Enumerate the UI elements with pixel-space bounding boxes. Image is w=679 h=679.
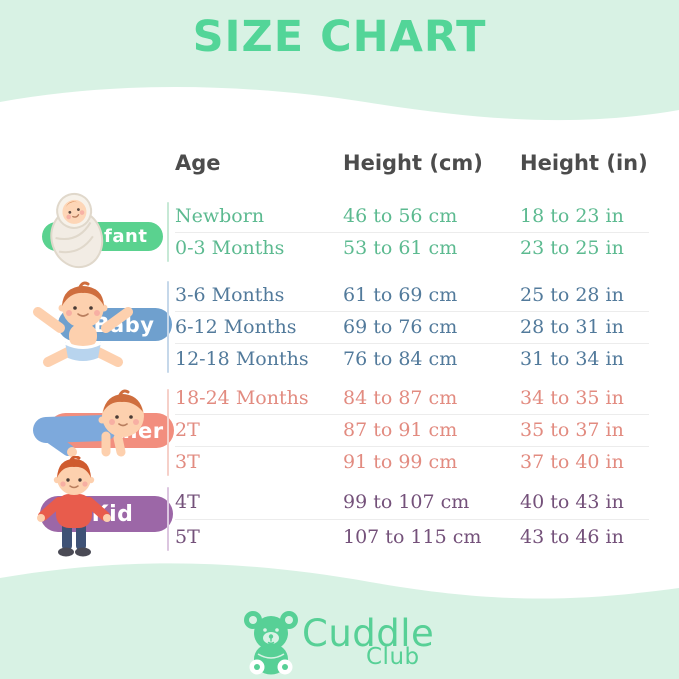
table-row-0-3-months: 0-3 Months 53 to 61 cm 23 to 25 in xyxy=(175,232,649,264)
cell-height-in: 23 to 25 in xyxy=(520,237,624,259)
table-row-3t: 3T 91 to 99 cm 37 to 40 in xyxy=(175,446,649,478)
cell-age: 6-12 Months xyxy=(175,316,297,338)
crawling-toddler-illustration xyxy=(33,389,144,457)
cell-height-cm: 84 to 87 cm xyxy=(343,387,458,409)
cell-height-in: 18 to 23 in xyxy=(520,205,624,227)
cell-height-in: 31 to 34 in xyxy=(520,348,624,370)
cell-height-in: 28 to 31 in xyxy=(520,316,624,338)
cell-age: 18-24 Months xyxy=(175,387,309,409)
cell-height-cm: 53 to 61 cm xyxy=(343,237,458,259)
infant-section-divider xyxy=(167,202,169,262)
table-row-newborn: Newborn 46 to 56 cm 18 to 23 in xyxy=(175,200,649,233)
cell-age: 2T xyxy=(175,419,200,441)
column-header-age: Age xyxy=(175,151,221,175)
toddler-section-divider xyxy=(167,389,169,476)
brand-suffix: Club xyxy=(366,644,420,670)
cell-height-in: 37 to 40 in xyxy=(520,451,624,473)
column-header-height-cm: Height (cm) xyxy=(343,151,483,175)
table-row-18-24-months: 18-24 Months 84 to 87 cm 34 to 35 in xyxy=(175,382,649,415)
column-header-height-in: Height (in) xyxy=(520,151,648,175)
cell-age: 12-18 Months xyxy=(175,348,309,370)
cell-height-in: 43 to 46 in xyxy=(520,526,624,548)
cell-height-in: 34 to 35 in xyxy=(520,387,624,409)
table-row-4t: 4T 99 to 107 cm 40 to 43 in xyxy=(175,485,649,520)
brand-name: Cuddle xyxy=(302,612,435,655)
cell-age: 3-6 Months xyxy=(175,284,285,306)
swaddled-infant-illustration xyxy=(50,192,104,269)
cell-age: 0-3 Months xyxy=(175,237,285,259)
table-header: Age Height (cm) Height (in) xyxy=(175,148,655,178)
cell-age: Newborn xyxy=(175,205,265,227)
teddy-bear-icon xyxy=(244,611,298,675)
cell-height-cm: 91 to 99 cm xyxy=(343,451,458,473)
cell-height-in: 40 to 43 in xyxy=(520,491,624,513)
table-row-12-18-months: 12-18 Months 76 to 84 cm 31 to 34 in xyxy=(175,343,649,375)
cell-age: 3T xyxy=(175,451,200,473)
cell-height-cm: 69 to 76 cm xyxy=(343,316,458,338)
standing-kid-illustration xyxy=(37,456,111,557)
cell-height-cm: 76 to 84 cm xyxy=(343,348,458,370)
cell-height-cm: 99 to 107 cm xyxy=(343,491,470,513)
cell-height-cm: 61 to 69 cm xyxy=(343,284,458,306)
cell-height-cm: 46 to 56 cm xyxy=(343,205,458,227)
table-row-3-6-months: 3-6 Months 61 to 69 cm 25 to 28 in xyxy=(175,279,649,312)
table-row-6-12-months: 6-12 Months 69 to 76 cm 28 to 31 in xyxy=(175,311,649,344)
cell-height-cm: 107 to 115 cm xyxy=(343,526,482,548)
cell-height-cm: 87 to 91 cm xyxy=(343,419,458,441)
page-title: SIZE CHART xyxy=(192,12,487,62)
cell-height-in: 35 to 37 in xyxy=(520,419,624,441)
sitting-baby-illustration xyxy=(33,281,133,367)
table-row-2t: 2T 87 to 91 cm 35 to 37 in xyxy=(175,414,649,447)
cell-height-in: 25 to 28 in xyxy=(520,284,624,306)
table-row-5t: 5T 107 to 115 cm 43 to 46 in xyxy=(175,520,649,554)
baby-section-divider xyxy=(167,281,169,373)
kid-section-divider xyxy=(167,487,169,551)
cell-age: 4T xyxy=(175,491,200,513)
cell-age: 5T xyxy=(175,526,200,548)
